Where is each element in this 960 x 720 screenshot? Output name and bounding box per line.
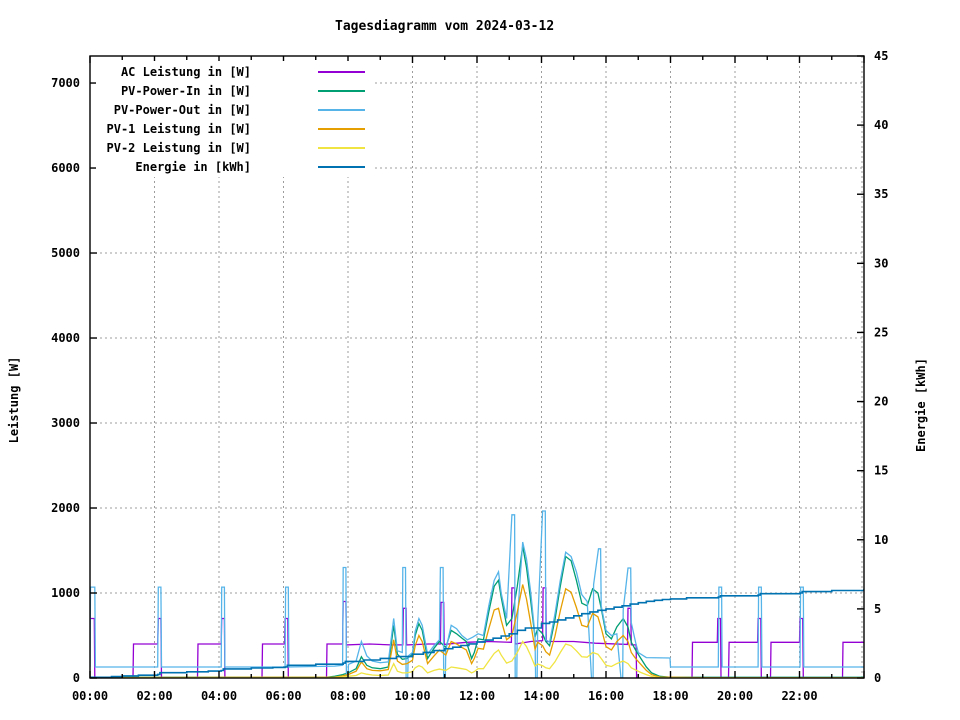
x-tick-label: 04:00	[201, 689, 237, 703]
axis-tick-labels: 00:00 02:00 04:00 06:00 08:00 10:00 12:00 14:00…	[51, 49, 888, 703]
x-tick-label: 10:00	[394, 689, 430, 703]
x-tick-label: 20:00	[717, 689, 753, 703]
x-tick-label: 08:00	[330, 689, 366, 703]
left-tick-label: 1000	[51, 586, 80, 600]
x-tick-label: 22:00	[781, 689, 817, 703]
right-tick-label: 45	[874, 49, 888, 63]
legend-item-pv-power-in: PV-Power-In in [W]	[96, 81, 372, 100]
gridlines	[90, 56, 864, 678]
x-tick-label: 16:00	[588, 689, 624, 703]
series-line-5	[90, 588, 864, 678]
legend-item-energie: Energie in [kWh]	[96, 157, 372, 176]
x-tick-label: 12:00	[459, 689, 495, 703]
left-tick-label: 4000	[51, 331, 80, 345]
series-line-3	[90, 584, 864, 678]
legend-line-pv1-leistung	[318, 127, 365, 130]
x-tick-label: 14:00	[523, 689, 559, 703]
x-tick-label: 00:00	[72, 689, 108, 703]
right-tick-label: 20	[874, 395, 888, 409]
legend-line-pv-power-out	[318, 108, 365, 111]
x-tick-label: 18:00	[652, 689, 688, 703]
legend-label-pv-power-out: PV-Power-Out in [W]	[113, 102, 251, 117]
right-tick-label: 30	[874, 256, 888, 270]
left-tick-label: 0	[73, 671, 80, 685]
legend: AC Leistung in [W] PV-Power-In in [W] PV…	[96, 61, 372, 177]
right-tick-label: 25	[874, 325, 888, 339]
legend-label-pv2-leistung: PV-2 Leistung in [W]	[106, 140, 252, 155]
left-tick-label: 3000	[51, 416, 80, 430]
legend-line-pv-power-in	[318, 89, 365, 92]
legend-item-ac-leistung: AC Leistung in [W]	[96, 62, 372, 81]
series-line-4	[90, 640, 864, 678]
legend-line-ac-leistung	[318, 70, 365, 73]
right-tick-label: 40	[874, 118, 888, 132]
left-tick-label: 7000	[51, 76, 80, 90]
series-lines	[90, 510, 864, 678]
legend-label-pv1-leistung: PV-1 Leistung in [W]	[106, 121, 252, 136]
right-tick-label: 15	[874, 464, 888, 478]
legend-item-pv2-leistung: PV-2 Leistung in [W]	[96, 138, 372, 157]
chart-title: Tagesdiagramm vom 2024-03-12	[335, 19, 555, 34]
left-tick-label: 5000	[51, 246, 80, 260]
right-tick-label: 10	[874, 533, 888, 547]
series-line-2	[90, 510, 864, 678]
legend-label-pv-power-in: PV-Power-In in [W]	[120, 83, 251, 98]
axis-ticks	[89, 55, 865, 679]
left-tick-label: 2000	[51, 501, 80, 515]
right-tick-label: 0	[874, 671, 881, 685]
x-tick-label: 06:00	[265, 689, 301, 703]
legend-label-ac-leistung: AC Leistung in [W]	[120, 64, 251, 79]
right-tick-label: 35	[874, 187, 888, 201]
right-tick-label: 5	[874, 602, 881, 616]
legend-item-pv1-leistung: PV-1 Leistung in [W]	[96, 119, 372, 138]
x-tick-label: 02:00	[136, 689, 172, 703]
legend-line-energie	[318, 165, 365, 168]
legend-item-pv-power-out: PV-Power-Out in [W]	[96, 100, 372, 119]
legend-label-energie: Energie in [kWh]	[135, 159, 251, 174]
legend-line-pv2-leistung	[318, 146, 365, 149]
left-tick-label: 6000	[51, 161, 80, 175]
